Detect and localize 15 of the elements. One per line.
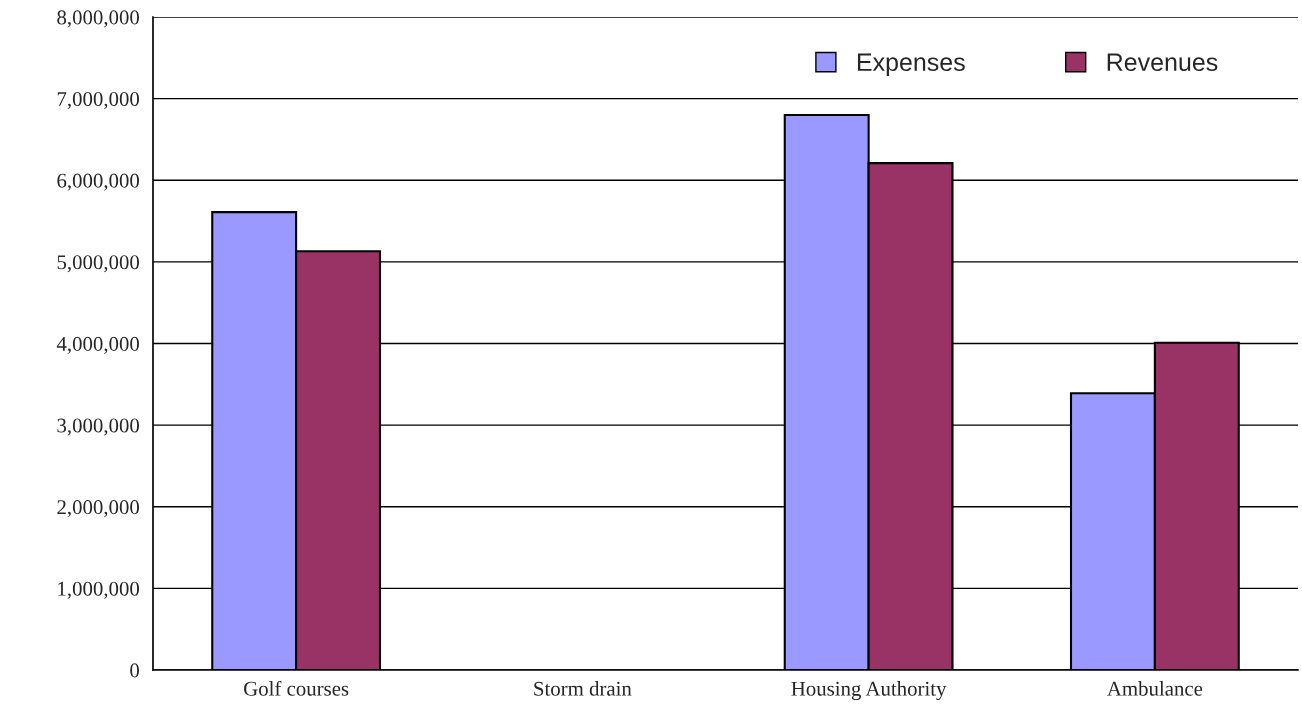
y-tick-label: 0 (130, 663, 140, 678)
y-tick-label: 4,000,000 (56, 336, 140, 354)
y-tick-label: 5,000,000 (57, 255, 140, 273)
x-tick-label: Storm drain (534, 681, 632, 696)
x-tick-label: Housing Authority (791, 681, 947, 701)
y-tick-label: 6,000,000 (57, 173, 140, 191)
y-tick-label: 8,000,000 (57, 10, 140, 28)
x-tick-label: Ambulance (1107, 681, 1203, 696)
legend-label: Revenues (1107, 53, 1218, 72)
y-tick-label: 2,000,000 (57, 500, 140, 518)
x-tick-label: Golf courses (244, 680, 349, 696)
y-tick-label: 7,000,000 (57, 92, 140, 110)
legend-label: Expenses (857, 53, 965, 76)
y-tick-label: 1,000,000 (58, 581, 140, 599)
y-tick-label: 3,000,000 (57, 418, 140, 436)
